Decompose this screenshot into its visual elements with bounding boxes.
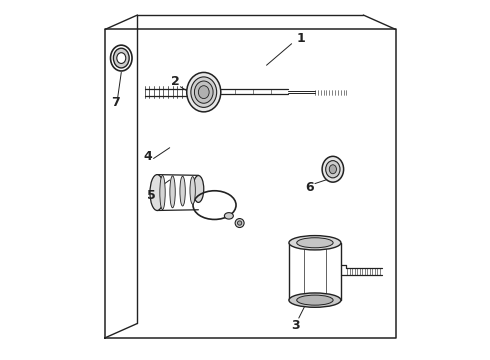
Ellipse shape (150, 175, 164, 211)
Ellipse shape (195, 81, 213, 103)
Text: 7: 7 (112, 96, 120, 109)
Text: 3: 3 (291, 319, 299, 332)
Ellipse shape (191, 77, 217, 107)
Ellipse shape (224, 213, 233, 219)
Ellipse shape (322, 156, 343, 182)
Ellipse shape (111, 45, 132, 71)
Ellipse shape (190, 177, 196, 204)
Text: 4: 4 (143, 150, 152, 163)
Ellipse shape (160, 176, 165, 210)
Ellipse shape (329, 165, 337, 174)
Text: 5: 5 (147, 189, 156, 202)
Ellipse shape (193, 176, 204, 202)
Ellipse shape (289, 293, 341, 307)
Ellipse shape (117, 53, 126, 63)
Ellipse shape (180, 176, 185, 206)
Text: 1: 1 (296, 32, 305, 45)
Ellipse shape (113, 48, 129, 68)
Ellipse shape (198, 86, 209, 99)
Ellipse shape (238, 221, 242, 225)
Ellipse shape (170, 176, 175, 208)
Ellipse shape (297, 238, 333, 248)
Ellipse shape (187, 72, 221, 112)
Ellipse shape (297, 295, 333, 305)
Text: 2: 2 (171, 75, 179, 88)
Ellipse shape (326, 161, 340, 178)
Ellipse shape (235, 219, 244, 228)
Ellipse shape (289, 235, 341, 250)
Text: 6: 6 (305, 181, 314, 194)
